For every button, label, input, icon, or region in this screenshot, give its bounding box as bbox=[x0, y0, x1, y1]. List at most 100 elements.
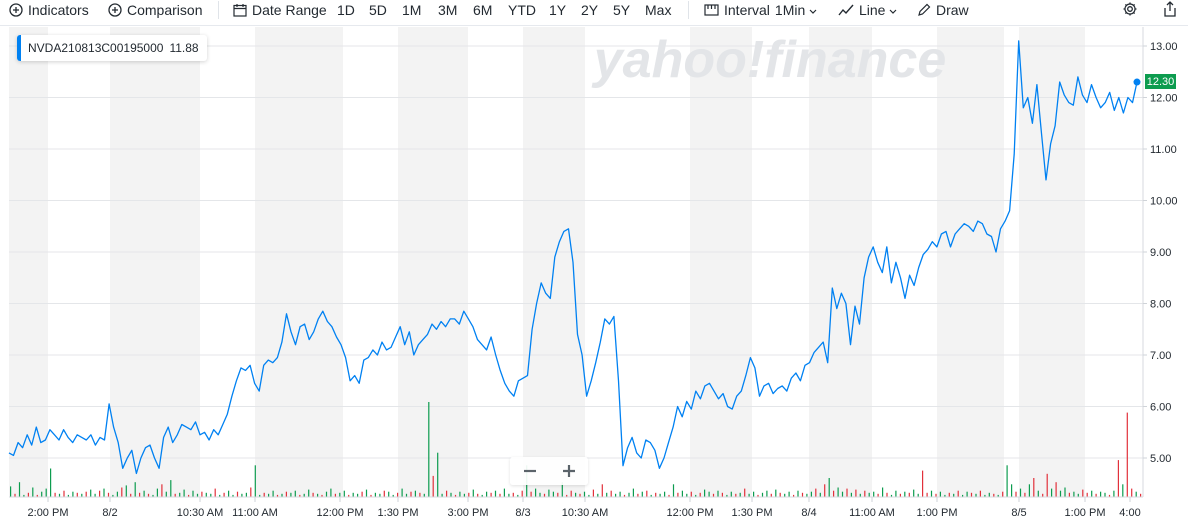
volume-bar bbox=[543, 493, 546, 497]
volume-bar bbox=[779, 492, 781, 497]
indicators-label: Indicators bbox=[28, 2, 89, 18]
range-6m[interactable]: 6M bbox=[473, 2, 493, 18]
volume-bar bbox=[499, 493, 501, 497]
comparison-button[interactable]: Comparison bbox=[108, 0, 202, 20]
calendar-icon bbox=[233, 3, 247, 17]
range-5d[interactable]: 5D bbox=[369, 2, 387, 18]
volume-bar bbox=[388, 491, 390, 497]
y-axis: 13.00 12.00 11.00 10.00 9.00 8.00 7.00 6.00 5.00 bbox=[1142, 27, 1178, 497]
range-1y[interactable]: 1Y bbox=[549, 2, 567, 18]
volume-bar bbox=[1046, 473, 1048, 497]
interval-button[interactable]: Interval 1Min bbox=[704, 0, 817, 20]
x-tick-label: 2:00 PM bbox=[28, 507, 69, 519]
volume-bar bbox=[899, 493, 901, 497]
volume-bar bbox=[788, 491, 790, 497]
share-icon bbox=[1163, 0, 1177, 20]
volume-bar bbox=[219, 494, 221, 497]
series-legend[interactable]: NVDA210813C00195000 11.88 bbox=[17, 35, 207, 61]
volume-bar bbox=[539, 492, 541, 497]
volume-bar bbox=[401, 488, 403, 497]
volume-bar bbox=[1055, 482, 1057, 497]
chevron-down-icon bbox=[809, 2, 817, 18]
volume-bar bbox=[535, 488, 537, 497]
price-line-group bbox=[8, 40, 1141, 475]
date-range-button[interactable]: Date Range bbox=[233, 0, 327, 20]
indicators-button[interactable]: Indicators bbox=[9, 0, 89, 20]
volume-bar bbox=[72, 491, 74, 497]
range-3m[interactable]: 3M bbox=[438, 2, 458, 18]
range-1m[interactable]: 1M bbox=[402, 2, 422, 18]
volume-bar bbox=[641, 491, 643, 497]
volume-bar bbox=[922, 470, 924, 497]
volume-bar bbox=[859, 493, 861, 497]
toolbar-separator bbox=[688, 1, 689, 19]
volume-bar bbox=[99, 490, 101, 497]
volume-bar bbox=[1082, 489, 1084, 497]
x-tick-label: 8/2 bbox=[102, 507, 117, 519]
volume-bar bbox=[317, 493, 319, 497]
share-button[interactable] bbox=[1163, 0, 1177, 20]
volume-bar bbox=[979, 490, 981, 497]
volume-bar bbox=[147, 493, 150, 497]
range-2y[interactable]: 2Y bbox=[581, 2, 599, 18]
zoom-controls bbox=[510, 457, 588, 485]
x-axis: 2:00 PM 8/2 10:30 AM 11:00 AM 12:00 PM 1:30 P… bbox=[9, 496, 1143, 519]
volume-bar bbox=[121, 487, 123, 497]
volume-bar bbox=[548, 489, 550, 497]
volume-bar bbox=[623, 494, 626, 497]
volume-bar bbox=[139, 492, 141, 497]
volume-bar bbox=[993, 493, 995, 497]
volume-bar bbox=[116, 491, 118, 497]
volume-bar bbox=[575, 492, 577, 497]
range-ytd[interactable]: YTD bbox=[508, 2, 536, 18]
volume-bar bbox=[236, 491, 239, 497]
volume-bar bbox=[975, 493, 977, 497]
volume-bar bbox=[334, 493, 336, 497]
volume-bar bbox=[299, 494, 301, 497]
volume-bar bbox=[739, 492, 741, 497]
volume-bar bbox=[1113, 490, 1115, 497]
volume-bar bbox=[561, 482, 563, 497]
settings-button[interactable] bbox=[1122, 0, 1138, 20]
volume-bar bbox=[36, 494, 38, 497]
volume-bar bbox=[94, 493, 96, 497]
volume-bar bbox=[953, 493, 955, 497]
y-tick-label: 9.00 bbox=[1150, 247, 1171, 259]
volume-bar bbox=[201, 491, 203, 497]
volume-bar bbox=[437, 452, 439, 497]
volume-bar bbox=[156, 488, 158, 497]
zoom-in-button[interactable] bbox=[549, 457, 588, 485]
volume-bar bbox=[294, 490, 296, 497]
volume-bar bbox=[468, 492, 470, 497]
zoom-out-button[interactable] bbox=[510, 457, 549, 485]
volume-bar bbox=[557, 492, 559, 497]
chart-type-button[interactable]: Line bbox=[838, 0, 897, 20]
volume-bar bbox=[1077, 493, 1079, 497]
interval-icon bbox=[704, 3, 719, 17]
range-max[interactable]: Max bbox=[645, 2, 672, 18]
volume-bar bbox=[1051, 488, 1053, 497]
y-tick-label: 7.00 bbox=[1150, 350, 1171, 362]
date-range-label: Date Range bbox=[252, 2, 327, 18]
volume-bar bbox=[41, 491, 43, 497]
volume-bar bbox=[1140, 493, 1142, 497]
volume-bar bbox=[784, 493, 786, 497]
volume-bar bbox=[383, 490, 385, 497]
volume-bar bbox=[441, 493, 443, 497]
range-5y[interactable]: 5Y bbox=[613, 2, 631, 18]
range-1d[interactable]: 1D bbox=[337, 2, 355, 18]
volume-bar bbox=[125, 485, 127, 497]
volume-bar bbox=[130, 493, 132, 497]
volume-bar bbox=[708, 491, 710, 497]
volume-bar bbox=[1091, 490, 1093, 497]
draw-button[interactable]: Draw bbox=[917, 0, 969, 20]
volume-bar bbox=[330, 488, 332, 497]
volume-bar bbox=[695, 494, 697, 497]
volume-bar bbox=[1042, 493, 1044, 497]
volume-bar bbox=[632, 488, 634, 497]
volume-bar bbox=[170, 480, 172, 497]
volume-bar bbox=[628, 492, 630, 497]
volume-bar bbox=[552, 491, 554, 497]
volume-bar bbox=[308, 489, 310, 497]
volume-bar bbox=[890, 494, 893, 497]
